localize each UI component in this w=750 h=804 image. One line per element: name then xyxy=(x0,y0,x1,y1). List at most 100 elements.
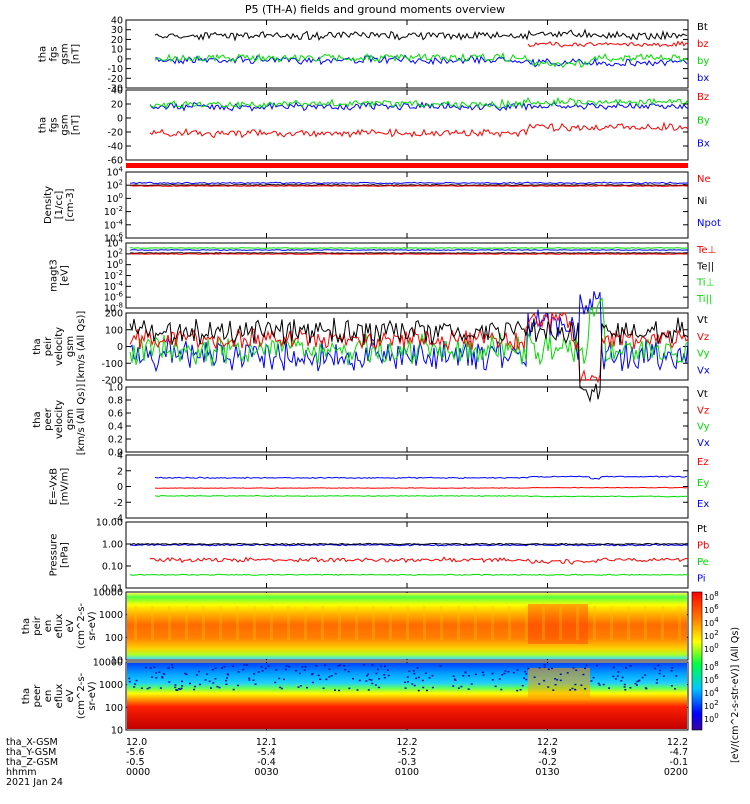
spectrogram-speck xyxy=(644,687,647,689)
spectrogram-speck xyxy=(356,689,359,691)
spectrogram-speck xyxy=(260,666,263,668)
y-axis-label: sr-eV) xyxy=(87,681,98,710)
spectrogram-speck xyxy=(527,667,530,670)
spectrogram-speck xyxy=(374,684,377,686)
spectrogram-speck xyxy=(284,668,287,671)
spectrogram-speck xyxy=(322,687,325,689)
legend-Te⊥: Te⊥ xyxy=(696,245,716,256)
spectrogram-speck xyxy=(411,683,414,685)
y-tick-label: 2 xyxy=(117,466,123,477)
spectrogram-speck xyxy=(214,678,217,680)
x-axis-value: 12.2 xyxy=(537,737,558,748)
y-tick-label: 40 xyxy=(111,16,123,27)
panel-frame xyxy=(125,454,689,519)
panel-peer_eflux: 10000 1000 100 10 tha peer en eflux eV (cm^2-s-sr… xyxy=(21,658,689,737)
spectrogram-speck xyxy=(362,664,365,666)
spectrogram-speck xyxy=(220,667,223,669)
y-tick-label: 0 xyxy=(117,114,123,125)
spectrogram-streak xyxy=(576,606,579,640)
series-Vx xyxy=(129,291,689,373)
x-axis-value: -5.4 xyxy=(257,747,276,758)
spectrogram-speck xyxy=(337,665,340,667)
spectrogram-speck xyxy=(524,670,527,673)
spectrogram-speck xyxy=(208,680,211,683)
plot-title: P5 (TH-A) fields and ground moments over… xyxy=(245,3,505,16)
spectrogram-speck xyxy=(552,689,555,691)
spectrogram-speck xyxy=(212,682,215,684)
y-axis-label: (cm^2-s- xyxy=(76,672,87,719)
y-tick-label: 0 xyxy=(117,342,123,353)
spectrogram-streak xyxy=(185,606,188,640)
spectrogram-speck xyxy=(404,681,406,684)
y-axis-label: [nT] xyxy=(71,44,82,64)
spectrogram-speck xyxy=(375,672,378,675)
spectrogram-speck xyxy=(264,667,267,670)
y-tick-label: 102 xyxy=(106,179,123,192)
y-axis-label: [1/cc] xyxy=(54,191,65,220)
series-bz xyxy=(527,40,689,48)
spectrogram-speck xyxy=(670,670,673,672)
spectrogram-speck xyxy=(481,671,484,674)
y-axis-label: magt3 xyxy=(49,259,60,292)
y-axis-label: gsm xyxy=(60,43,71,64)
spectrogram-speck xyxy=(543,664,546,666)
spectrogram-speck xyxy=(550,667,553,670)
spectrogram-streak xyxy=(474,606,477,640)
series-by xyxy=(154,52,688,68)
y-tick-label: 10.00 xyxy=(96,518,123,529)
legend-Ey: Ey xyxy=(697,478,709,489)
spectrogram-speck xyxy=(674,688,676,690)
spectrogram-speck xyxy=(521,684,524,687)
spectrogram-speck xyxy=(297,686,300,688)
spectrogram-speck xyxy=(328,676,331,678)
x-axis-value: 0000 xyxy=(126,767,150,778)
spectrogram-speck xyxy=(367,673,370,675)
y-axis-label: (cm^2-s- xyxy=(76,602,87,649)
legend-Ex: Ex xyxy=(697,499,709,510)
spectrogram-speck xyxy=(569,689,572,691)
spectrogram-speck xyxy=(625,667,627,669)
y-axis-label: fgs xyxy=(49,117,60,132)
spectrogram-speck xyxy=(352,677,354,680)
spectrogram-speck xyxy=(533,676,536,678)
spectrogram-streak xyxy=(542,606,545,640)
spectrogram-streak xyxy=(593,606,596,640)
series-Pt xyxy=(129,542,689,546)
colorbar-tick-label: 104 xyxy=(704,686,719,698)
y-axis-label: velocity xyxy=(54,400,65,439)
y-axis-label: tha xyxy=(21,688,32,704)
spectrogram-speck xyxy=(211,668,214,671)
spectrogram-streak xyxy=(253,606,256,640)
y-axis-label: velocity xyxy=(54,327,65,366)
spectrogram-speck xyxy=(128,677,131,680)
spectrogram-speck xyxy=(367,689,370,691)
series-Ti-perp xyxy=(129,248,689,252)
y-tick-label: 0.4 xyxy=(108,422,123,433)
spectrogram-streak xyxy=(304,606,307,640)
x-axis-value: 12.0 xyxy=(126,737,147,748)
y-tick-label: 1.00 xyxy=(102,540,123,551)
status-bar xyxy=(126,163,688,168)
spectrogram-speck xyxy=(319,678,322,680)
spectrogram-speck xyxy=(482,674,485,676)
y-tick-label: 100 xyxy=(106,192,123,205)
panel-frame xyxy=(125,19,689,89)
spectrogram-speck xyxy=(467,688,470,690)
spectrogram-speck xyxy=(675,675,678,677)
spectrogram-speck xyxy=(620,680,623,682)
spectrogram-speck xyxy=(317,674,320,677)
spectrogram-speck xyxy=(155,672,158,674)
y-axis-label: Pressure xyxy=(49,534,60,577)
spectrogram-speck xyxy=(422,686,425,689)
spectrogram-streak xyxy=(661,606,664,640)
spectrogram-speck xyxy=(210,687,212,689)
spectrogram-speck xyxy=(174,686,177,689)
spectrogram-speck xyxy=(377,668,379,671)
spectrogram-streak xyxy=(610,606,613,640)
spectrogram-speck xyxy=(379,665,382,667)
x-axis-value: -0.2 xyxy=(538,757,557,768)
y-tick-label: 10000 xyxy=(93,588,123,599)
y-axis-label: peir xyxy=(32,615,43,635)
spectrogram-speck xyxy=(439,665,442,667)
